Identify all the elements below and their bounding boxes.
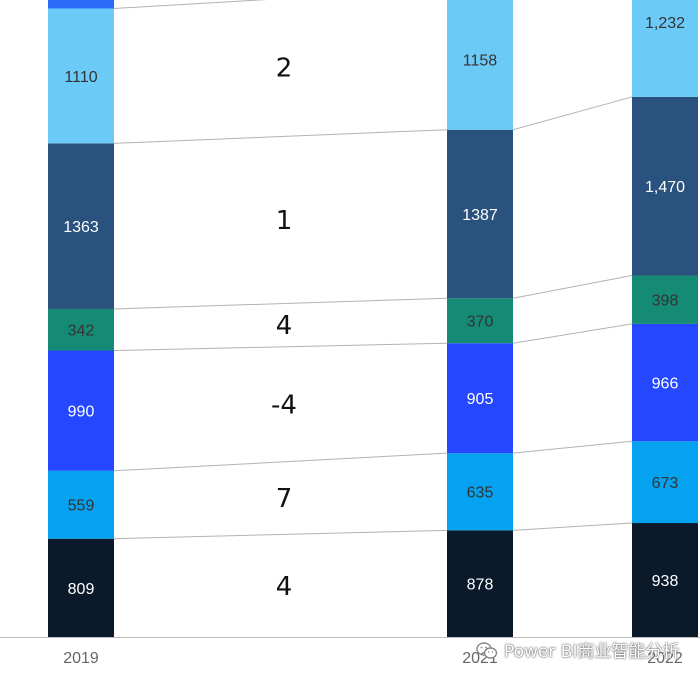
connector-line [512,323,633,344]
data-label: 559 [68,498,95,515]
connector-line [113,0,268,9]
bar-segment [447,298,513,344]
bar-segment [447,530,513,637]
connector-line [512,522,633,531]
bar-segment [48,538,114,637]
bar-segment [632,323,698,442]
watermark: Power BI商业智能分析 [476,637,679,662]
bar-segment [447,453,513,531]
connector-line [113,452,448,472]
data-label: 398 [652,293,679,310]
bar-segment [632,523,698,637]
change-label: 4 [276,572,293,602]
connector-line [512,275,633,299]
wechat-icon [476,642,498,659]
data-label: 342 [68,323,95,340]
change-label: 1 [276,206,293,236]
bar-segment [48,308,114,351]
bar-segment [447,0,513,130]
data-label: 673 [652,475,679,492]
data-label: 878 [467,577,494,594]
connector-line [113,529,448,540]
connector-line [113,129,448,144]
data-label: 1363 [63,219,99,236]
data-label: 966 [652,376,679,393]
bar-segment [447,129,513,299]
data-label: 1387 [462,207,498,224]
connector-line [512,440,633,454]
connector-line [512,96,633,131]
bar-segment [447,343,513,454]
x-tick-label: 2019 [63,650,99,667]
change-label: -4 [271,390,297,420]
bar-segment [48,350,114,471]
data-label: 1110 [64,69,97,86]
connector-line [113,342,448,352]
data-label: 905 [467,391,494,408]
bar-segment [48,470,114,539]
data-label: 938 [652,573,679,590]
data-label: 1,470 [645,179,685,196]
bar-segment [48,0,114,9]
bar-segment [632,441,698,524]
data-label: 370 [467,314,494,331]
x-tick-label: 2022 [647,650,683,667]
data-label: 1158 [463,52,498,69]
watermark-text: Power BI商业智能分析 [504,642,680,662]
data-label: 1,232 [645,15,685,32]
data-label: 635 [467,485,494,502]
change-label: 7 [276,484,293,514]
bar-segment [632,275,698,324]
bar-segment [632,0,698,97]
bar-segment [48,143,114,309]
bar-segment [632,96,698,276]
connector-line [113,297,448,310]
data-label: 990 [68,404,95,421]
change-label: 2 [276,54,293,84]
change-label: 4 [276,311,293,341]
bar-segment [48,8,114,144]
data-label: 809 [68,581,95,598]
